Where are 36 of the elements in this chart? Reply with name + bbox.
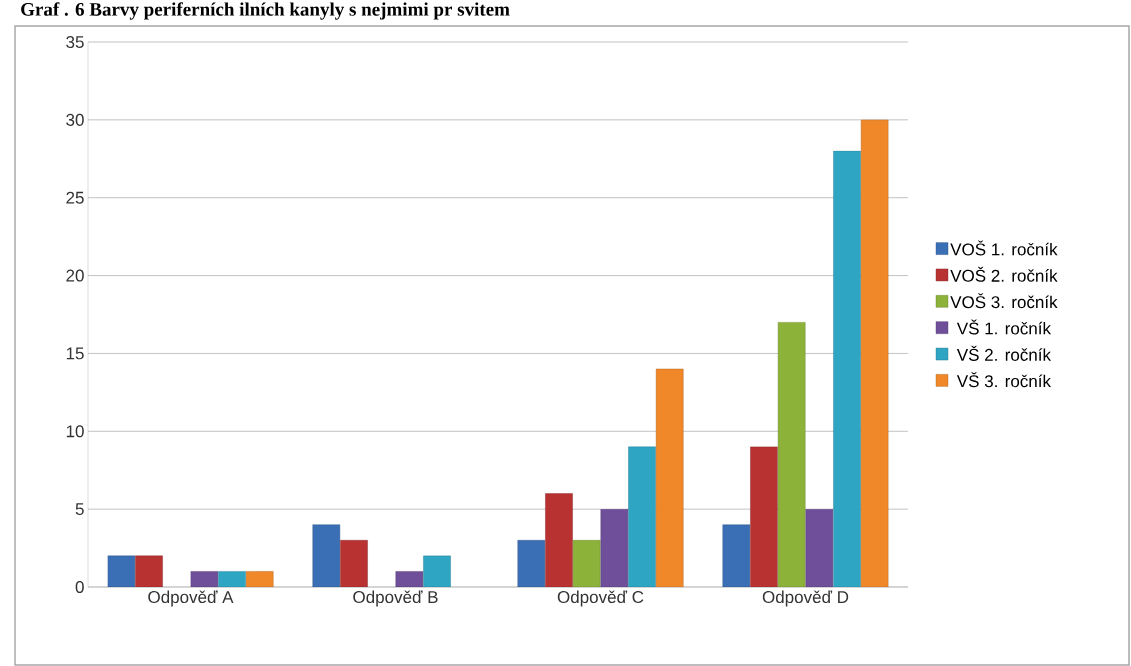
y-tick-label: 5 [75, 503, 84, 516]
y-tick-label: 15 [66, 347, 84, 360]
bar [545, 493, 573, 587]
x-tick-label: Odpověď D [762, 590, 849, 607]
y-tick-label: 25 [66, 191, 84, 204]
x-tick-label: Odpověď A [148, 590, 234, 607]
bar [218, 571, 246, 587]
x-tick-label: Odpověď B [353, 590, 438, 607]
y-tick-label: 10 [66, 425, 84, 438]
legend-label: VOŠ 2. ročník [950, 266, 1058, 282]
legend-label: VOŠ 3. ročník [950, 293, 1058, 309]
legend-label: VŠ 2. ročník [956, 345, 1052, 361]
y-tick-label: 20 [66, 269, 84, 282]
bar [655, 368, 684, 587]
bar [722, 524, 751, 587]
y-tick-label: 0 [75, 580, 84, 594]
bar [600, 508, 629, 587]
bar [860, 119, 889, 587]
bar [750, 446, 778, 587]
bar [833, 150, 861, 587]
bar [805, 508, 834, 587]
bar [517, 540, 546, 587]
chart-title: Graf . 6 Barvy periferních ilních kanyly s nejmimi pr svitem [21, 2, 510, 20]
x-tick-label: Odpověď C [557, 590, 644, 607]
bar [628, 446, 656, 587]
legend-label: VŠ 3. ročník [956, 372, 1052, 388]
bar [423, 555, 451, 587]
legend-label: VOŠ 1. ročník [950, 240, 1058, 256]
legend-label: VŠ 1. ročník [956, 319, 1052, 335]
bar [312, 524, 341, 587]
y-tick-label: 30 [66, 113, 84, 126]
bar [572, 540, 601, 587]
bar [107, 555, 136, 587]
y-tick-label: 35 [66, 35, 84, 49]
bar [340, 540, 368, 587]
bar [777, 322, 806, 587]
